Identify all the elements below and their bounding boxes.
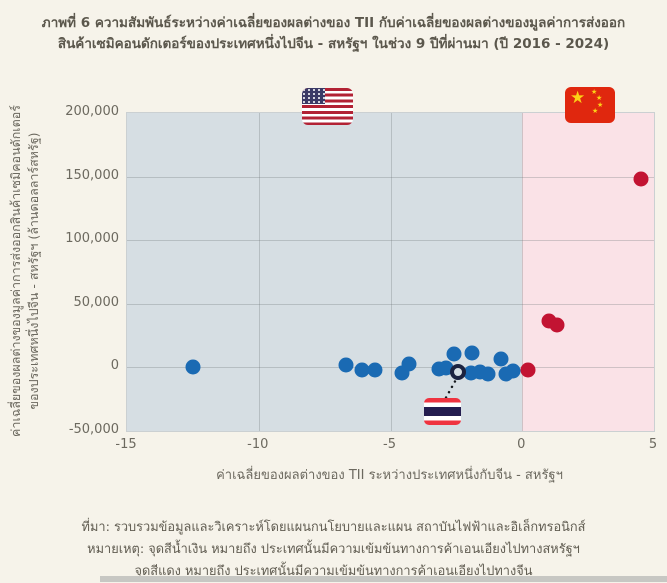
countries-leaning-us-point bbox=[438, 360, 454, 376]
us-flag-canton bbox=[302, 88, 325, 104]
x-gridline bbox=[390, 113, 392, 431]
countries-leaning-us-point bbox=[354, 362, 369, 378]
china-flag-small-star: ★ bbox=[591, 88, 598, 96]
legend-note-red: จุดสีแดง หมายถึง ประเทศนั้นมีความเข้มข้น… bbox=[134, 564, 533, 579]
us-trade-leaning-zone bbox=[127, 113, 523, 431]
x-tick-label: 0 bbox=[517, 437, 526, 452]
china-trade-leaning-zone bbox=[522, 113, 654, 431]
china-flag-small-star: ★ bbox=[597, 101, 604, 109]
china-flag-big-star: ★ bbox=[570, 88, 586, 108]
countries-leaning-us-point bbox=[493, 351, 509, 367]
thailand-highlight-ring bbox=[449, 364, 466, 381]
countries-leaning-us-point bbox=[446, 346, 462, 362]
china-flag-icon: ★ ★ ★ ★ ★ bbox=[565, 87, 615, 123]
china-flag-small-star: ★ bbox=[596, 94, 603, 102]
y-gridline bbox=[127, 303, 654, 305]
x-gridline bbox=[258, 113, 260, 431]
y-tick-label: -50,000 bbox=[68, 422, 119, 437]
x-axis-title: ค่าเฉลี่ยของผลต่างของ TII ระหว่างประเทศห… bbox=[216, 468, 563, 483]
y-tick-label: 200,000 bbox=[65, 104, 119, 119]
legend-note-blue: หมายเหตุ: จุดสีน้ำเงิน หมายถึง ประเทศนั้… bbox=[87, 542, 580, 557]
countries-leaning-us-point bbox=[338, 357, 354, 373]
footer-notes: ที่มา: รวบรวมข้อมูลและวิเคราะห์โดยแผนกนโ… bbox=[0, 517, 667, 583]
countries-leaning-china-point bbox=[633, 171, 649, 187]
y-tick-label: 100,000 bbox=[65, 231, 119, 247]
countries-leaning-china-point bbox=[520, 362, 536, 378]
countries-leaning-us-point bbox=[401, 356, 417, 372]
x-gridline bbox=[522, 113, 524, 431]
horizontal-scrollbar[interactable] bbox=[100, 576, 667, 582]
figure-title-line1: ภาพที่ 6 ความสัมพันธ์ระหว่างค่าเฉลี่ยของ… bbox=[41, 15, 626, 31]
x-tick-label: 5 bbox=[648, 437, 658, 452]
y-gridline bbox=[127, 176, 654, 178]
countries-leaning-us-point bbox=[480, 366, 496, 382]
countries-leaning-us-point bbox=[464, 345, 480, 361]
y-tick-label: 0 bbox=[110, 358, 119, 374]
figure-title: ภาพที่ 6 ความสัมพันธ์ระหว่างค่าเฉลี่ยของ… bbox=[0, 13, 667, 55]
us-flag-icon bbox=[302, 88, 353, 125]
countries-leaning-us-point bbox=[185, 359, 201, 375]
y-tick-label: 50,000 bbox=[73, 294, 120, 310]
countries-leaning-us-point bbox=[367, 362, 383, 378]
figure-title-line2: สินค้าเซมิคอนดักเตอร์ของประเทศหนึ่งไปจีน… bbox=[57, 36, 610, 52]
china-flag-small-star: ★ bbox=[592, 107, 599, 115]
source-note: ที่มา: รวบรวมข้อมูลและวิเคราะห์โดยแผนกนโ… bbox=[81, 520, 586, 535]
y-gridline bbox=[127, 367, 654, 369]
x-tick-label: -15 bbox=[115, 437, 137, 452]
y-gridline bbox=[127, 240, 654, 242]
x-tick-label: -10 bbox=[247, 437, 269, 452]
x-tick-label: -5 bbox=[383, 437, 396, 452]
plot-area bbox=[126, 112, 655, 432]
countries-leaning-us-point bbox=[505, 363, 521, 379]
y-tick-label: 150,000 bbox=[65, 167, 119, 183]
y-axis-tick-labels: 200,000 150,000 100,000 50,000 0 -50,000 bbox=[0, 104, 120, 437]
countries-leaning-china-point bbox=[549, 317, 564, 333]
thailand-flag-icon bbox=[424, 398, 461, 425]
